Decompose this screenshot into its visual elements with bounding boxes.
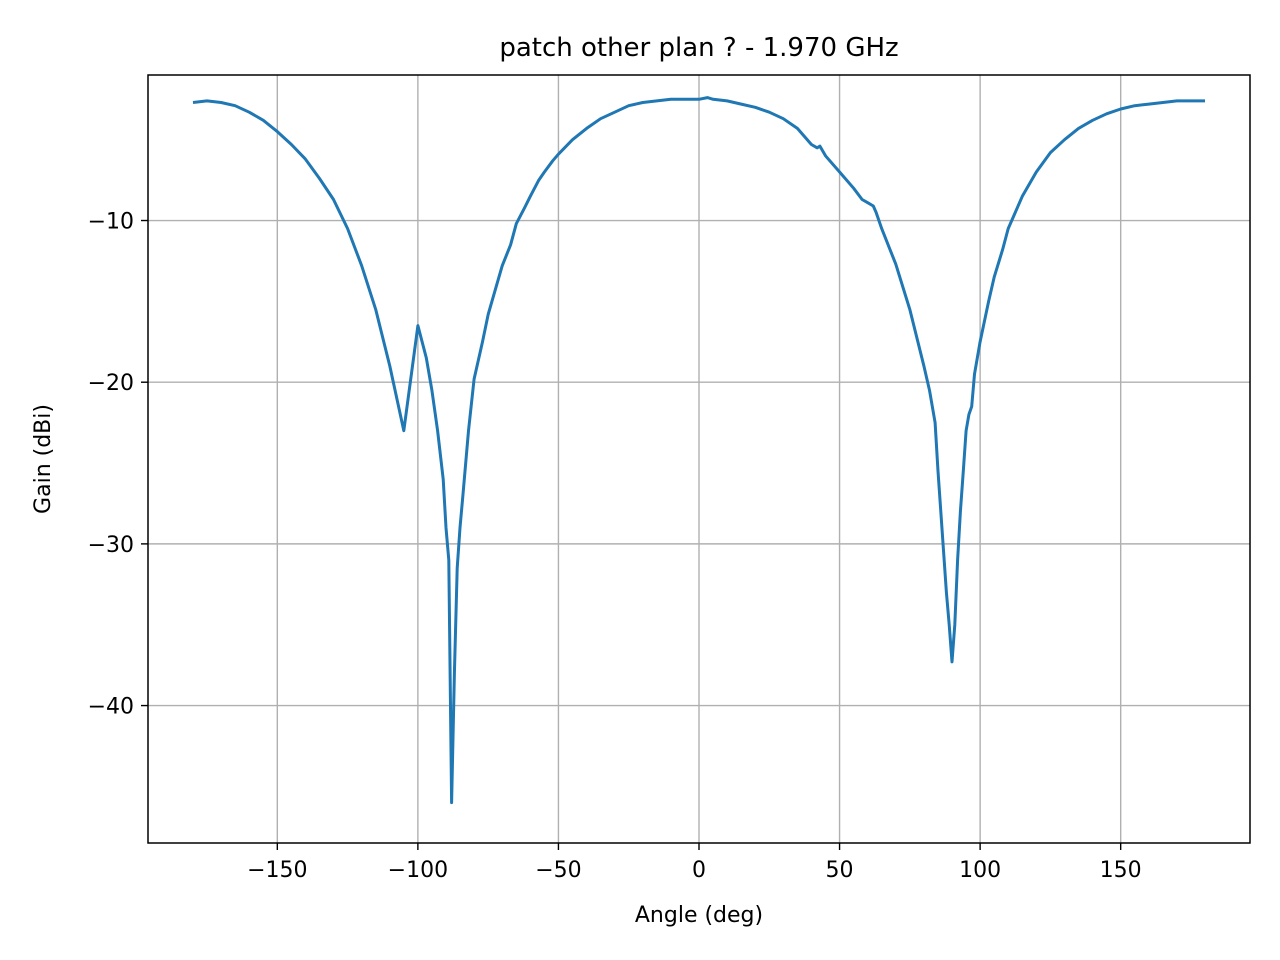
y-tick-label: −40 bbox=[88, 695, 134, 720]
y-tick-label: −10 bbox=[88, 210, 134, 235]
plot-frame bbox=[147, 74, 1251, 844]
x-tick-label: −50 bbox=[535, 858, 581, 883]
chart-title: patch other plan ? - 1.970 GHz bbox=[499, 33, 898, 63]
grid bbox=[148, 75, 1250, 843]
x-tick-label: 100 bbox=[959, 858, 1001, 883]
y-tick-label: −20 bbox=[88, 371, 134, 396]
ticks: −150 −100 −50 0 50 100 150 −40 −30 −20 −10 bbox=[88, 210, 1142, 883]
y-tick-label: −30 bbox=[88, 533, 134, 558]
x-tick-label: −100 bbox=[388, 858, 448, 883]
series bbox=[192, 96, 1205, 805]
x-axis-label: Angle (deg) bbox=[635, 903, 763, 928]
x-tick-label: 0 bbox=[692, 858, 706, 883]
series-line bbox=[192, 96, 1205, 805]
x-tick-label: 150 bbox=[1100, 858, 1142, 883]
y-axis-label: Gain (dBi) bbox=[31, 404, 56, 514]
x-tick-label: 50 bbox=[826, 858, 854, 883]
x-tick-label: −150 bbox=[247, 858, 307, 883]
